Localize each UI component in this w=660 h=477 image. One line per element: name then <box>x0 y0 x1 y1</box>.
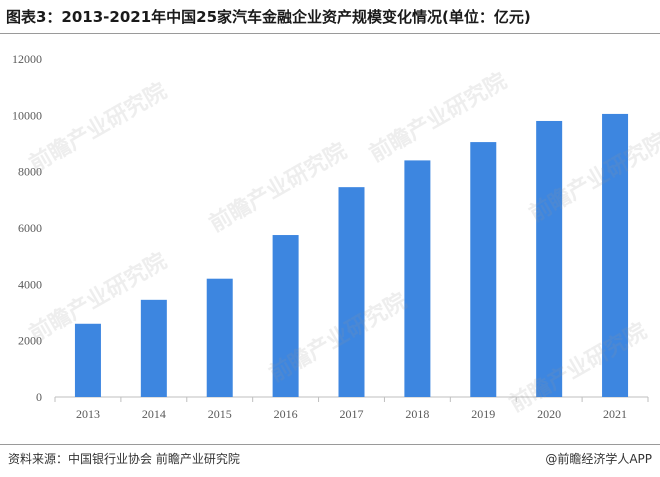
bar <box>272 235 299 397</box>
footer-divider <box>0 444 660 445</box>
bar <box>470 142 497 397</box>
x-tick-label: 2016 <box>274 407 298 421</box>
y-tick-label: 8000 <box>18 165 42 179</box>
credit-note: @前瞻经济学人APP <box>545 452 652 466</box>
y-tick-label: 6000 <box>18 221 42 235</box>
bar <box>338 187 365 397</box>
x-tick-label: 2020 <box>537 407 561 421</box>
x-tick-label: 2021 <box>603 407 627 421</box>
x-tick-label: 2018 <box>405 407 429 421</box>
bar <box>404 160 431 397</box>
chart-title: 图表3：2013-2021年中国25家汽车金融企业资产规模变化情况(单位：亿元) <box>6 8 531 26</box>
bar <box>140 299 167 397</box>
bar <box>536 120 563 397</box>
bar <box>74 323 101 397</box>
source-note: 资料来源：中国银行业协会 前瞻产业研究院 <box>8 452 240 466</box>
x-tick-label: 2019 <box>471 407 495 421</box>
bar-chart: 0 2000 4000 6000 8000 10000 12000 2013 2014 2015 2… <box>0 34 660 444</box>
y-tick-label: 10000 <box>12 108 42 122</box>
bar <box>602 113 629 398</box>
x-tick-label: 2014 <box>142 407 166 421</box>
chart-canvas: 0 2000 4000 6000 8000 10000 12000 2013 2014 2015 2… <box>12 52 649 421</box>
y-tick-label: 4000 <box>18 277 42 291</box>
x-tick-label: 2015 <box>208 407 232 421</box>
y-tick-label: 2000 <box>18 334 42 348</box>
x-tick-label: 2017 <box>340 407 364 421</box>
title-divider <box>0 33 660 34</box>
y-tick-label: 12000 <box>12 52 42 66</box>
y-tick-label: 0 <box>36 390 42 404</box>
bar <box>206 278 233 397</box>
x-tick-label: 2013 <box>76 407 100 421</box>
